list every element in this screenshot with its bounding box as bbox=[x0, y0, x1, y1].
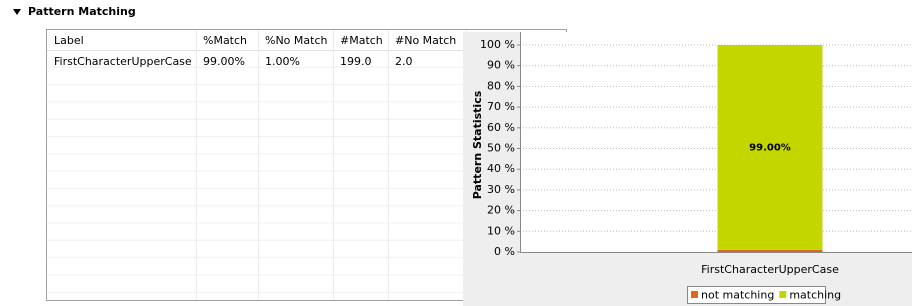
y-axis-label: Pattern Statistics bbox=[471, 90, 484, 199]
column-header: Label bbox=[54, 34, 84, 47]
legend-label: not matching bbox=[701, 289, 774, 302]
legend-box bbox=[687, 286, 826, 304]
y-tick-label: 30 % bbox=[487, 183, 515, 196]
section-title: Pattern Matching bbox=[28, 5, 136, 18]
y-tick-label: 10 % bbox=[487, 224, 515, 237]
bar-segment bbox=[717, 45, 823, 250]
legend-swatch bbox=[691, 291, 698, 298]
table-cell: 2.0 bbox=[395, 55, 413, 68]
column-header: #Match bbox=[340, 34, 383, 47]
plot-area bbox=[520, 32, 912, 252]
table-cell: 99.00% bbox=[203, 55, 245, 68]
column-header: %No Match bbox=[265, 34, 327, 47]
table-cell: FirstCharacterUpperCase bbox=[54, 55, 192, 68]
data-label: 99.00% bbox=[749, 142, 791, 153]
y-tick-label: 90 % bbox=[487, 59, 515, 72]
column-header: %Match bbox=[203, 34, 247, 47]
y-tick-label: 0 % bbox=[494, 245, 515, 258]
table-cell: 1.00% bbox=[265, 55, 300, 68]
column-header: #No Match bbox=[395, 34, 456, 47]
table-cell: 199.0 bbox=[340, 55, 372, 68]
y-tick-label: 50 % bbox=[487, 142, 515, 155]
bar-segment bbox=[717, 249, 823, 252]
x-tick-label: FirstCharacterUpperCase bbox=[701, 263, 839, 276]
y-tick-label: 100 % bbox=[480, 38, 515, 51]
y-tick-label: 40 % bbox=[487, 162, 515, 175]
chart: 0 % 10 % 20 % 30 % 40 % 50 % 60 % 70 % 80 % 90 % 1… bbox=[480, 32, 912, 304]
y-tick-label: 80 % bbox=[487, 79, 515, 92]
y-tick-label: 20 % bbox=[487, 204, 515, 217]
collapse-toggle[interactable] bbox=[13, 9, 21, 15]
y-tick-label: 70 % bbox=[487, 100, 515, 113]
legend-swatch bbox=[779, 291, 787, 298]
legend-label: matching bbox=[789, 289, 841, 302]
y-tick-label: 60 % bbox=[487, 121, 515, 134]
